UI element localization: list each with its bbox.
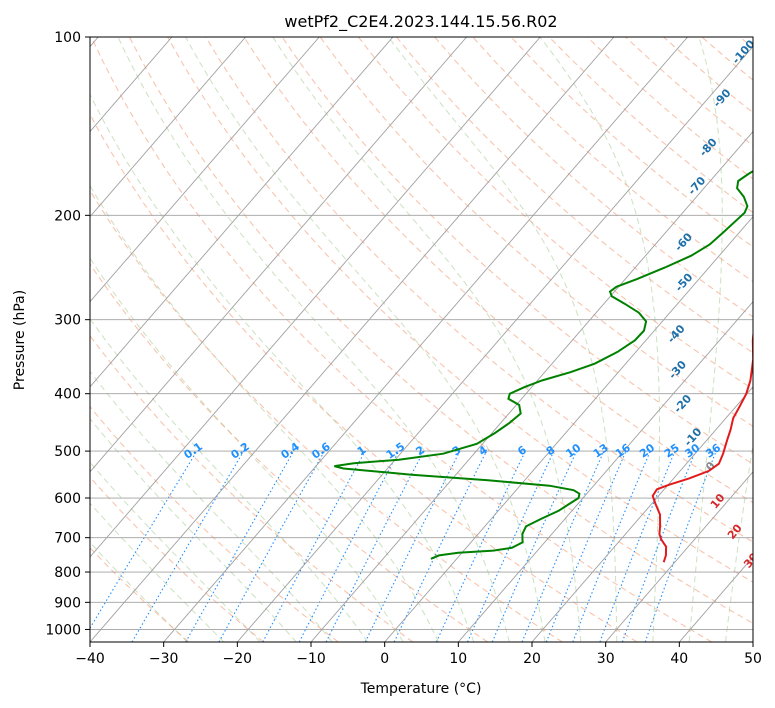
x-axis-label: Temperature (°C) bbox=[360, 681, 482, 697]
mixing-ratio-lines bbox=[90, 450, 717, 642]
moist-adiabat-line bbox=[725, 441, 753, 642]
mixing-ratio-line bbox=[521, 450, 605, 642]
x-tick-label: 10 bbox=[449, 651, 467, 667]
y-tick-label: 400 bbox=[54, 387, 81, 403]
moist-adiabat-line bbox=[90, 93, 475, 642]
moist-adiabat-label: 30 bbox=[741, 550, 761, 570]
dry-adiabat-line bbox=[128, 37, 753, 624]
mixing-ratio-line bbox=[599, 450, 676, 642]
isotherm-line bbox=[90, 37, 615, 642]
isotherm-line bbox=[531, 386, 753, 642]
dry-adiabat-line bbox=[167, 37, 753, 583]
y-axis-label: Pressure (hPa) bbox=[12, 290, 28, 390]
y-tick-label: 600 bbox=[54, 491, 81, 507]
isotherm-line bbox=[90, 37, 467, 473]
dry-adiabat-line bbox=[90, 405, 339, 642]
x-tick-label: 0 bbox=[380, 651, 389, 667]
y-tick-label: 800 bbox=[54, 565, 81, 581]
moist-adiabats bbox=[90, 37, 753, 642]
x-tick-label: −40 bbox=[75, 651, 105, 667]
mixing-ratio-line bbox=[621, 450, 697, 642]
moist-adiabat-line bbox=[90, 370, 333, 642]
x-axis: −40 −30 −20 −10 0 10 20 30 40 50 bbox=[75, 642, 762, 667]
y-tick-label: 900 bbox=[54, 595, 81, 611]
mixing-ratio-line bbox=[644, 450, 717, 642]
x-tick-label: −30 bbox=[149, 651, 179, 667]
mixing-ratio-line bbox=[572, 450, 651, 642]
dry-adiabat-line bbox=[90, 476, 264, 642]
isotherms bbox=[90, 37, 753, 642]
isotherm-line bbox=[90, 37, 394, 388]
dry-adiabat-line bbox=[434, 37, 753, 318]
dry-adiabat-line bbox=[357, 37, 753, 390]
dewpoint-line bbox=[334, 170, 753, 560]
isotherm-line bbox=[90, 37, 320, 303]
x-tick-label: 20 bbox=[523, 651, 541, 667]
moist-adiabat-line bbox=[90, 318, 369, 642]
x-tick-label: 40 bbox=[670, 651, 688, 667]
plot-frame bbox=[89, 36, 754, 643]
isotherm-line bbox=[310, 130, 753, 642]
dry-adiabat-line bbox=[90, 37, 712, 642]
temperature-line bbox=[651, 327, 753, 563]
moist-adiabat-line bbox=[117, 37, 510, 642]
dry-adiabat-line bbox=[396, 37, 753, 354]
moist-adiabat-line bbox=[688, 37, 723, 642]
mixing-ratio-line bbox=[364, 450, 461, 642]
dry-adiabat-line bbox=[243, 37, 753, 504]
x-tick-label: −10 bbox=[296, 651, 326, 667]
profiles bbox=[334, 170, 753, 563]
dry-adiabat-line bbox=[472, 37, 753, 283]
mixing-ratio-line bbox=[262, 450, 366, 642]
y-tick-label: 100 bbox=[54, 30, 81, 46]
mixing-ratio-line bbox=[90, 450, 198, 630]
chart-title: wetPf2_C2E4.2023.144.15.56.R02 bbox=[284, 12, 557, 32]
moist-adiabat-line bbox=[539, 37, 660, 642]
moist-adiabat-line bbox=[185, 37, 546, 642]
isobars bbox=[90, 37, 753, 630]
moist-adiabat-line bbox=[90, 461, 261, 642]
isotherm-line bbox=[163, 37, 688, 642]
isotherm-line bbox=[90, 37, 246, 218]
y-axis: 100 200 300 400 500 600 700 800 900 1000 bbox=[45, 30, 90, 638]
x-tick-label: 50 bbox=[744, 651, 762, 667]
y-tick-label: 300 bbox=[54, 313, 81, 329]
isotherm-line bbox=[605, 471, 753, 642]
y-tick-label: 700 bbox=[54, 531, 81, 547]
mixing-ratio-line bbox=[218, 450, 325, 642]
isotherm-line bbox=[236, 45, 753, 642]
background-lines bbox=[90, 37, 753, 642]
mixing-ratio-line bbox=[466, 450, 555, 642]
dry-adiabat-line bbox=[90, 189, 563, 642]
isotherm-line bbox=[457, 301, 753, 642]
y-tick-label: 500 bbox=[54, 444, 81, 460]
dry-adiabat-line bbox=[90, 263, 488, 642]
mixing-ratio-line bbox=[185, 450, 295, 642]
isotherm-line bbox=[90, 37, 541, 558]
x-tick-label: 30 bbox=[597, 651, 615, 667]
moist-adiabat-line bbox=[90, 418, 297, 642]
y-tick-label: 1000 bbox=[45, 622, 81, 638]
dry-adiabat-line bbox=[90, 113, 638, 642]
y-tick-label: 200 bbox=[54, 208, 81, 224]
dry-adiabat-line bbox=[90, 547, 190, 642]
mixing-ratio-line bbox=[545, 450, 627, 642]
moist-adiabat-line bbox=[90, 184, 439, 642]
isotherm-line bbox=[384, 215, 753, 642]
x-tick-label: −20 bbox=[223, 651, 253, 667]
moist-adiabat-line bbox=[272, 37, 582, 642]
